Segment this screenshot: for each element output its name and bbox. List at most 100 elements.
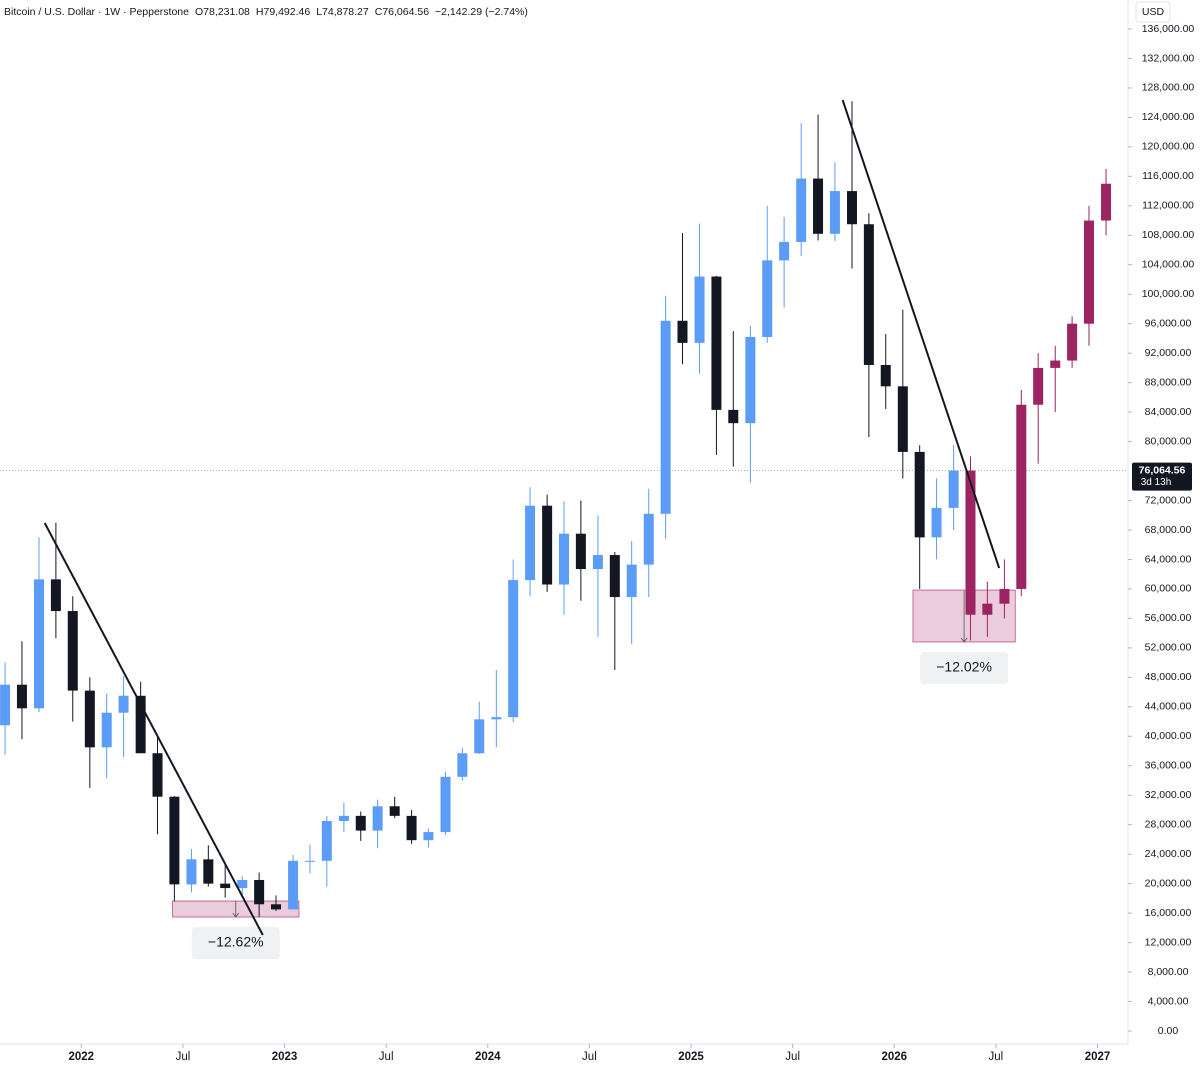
y-tick-label: 108,000.00	[1142, 229, 1195, 241]
header-open: O78,231.08	[195, 6, 250, 18]
last-price-label: 76,064.56	[1139, 464, 1186, 476]
y-tick-label: 44,000.00	[1145, 701, 1192, 713]
y-tick-label: 20,000.00	[1145, 877, 1192, 889]
candle-body	[677, 320, 688, 343]
measure-arrow-head	[960, 637, 968, 643]
candle-body	[1101, 183, 1112, 221]
x-tick-label: 2025	[678, 1051, 704, 1063]
currency-button[interactable]	[1135, 1, 1171, 23]
measure-label: −12.02%	[936, 659, 992, 675]
candle-body	[84, 690, 95, 748]
candle-body	[829, 191, 840, 234]
x-tick-label: Jul	[785, 1051, 800, 1063]
measure-label-box	[191, 927, 280, 960]
x-tick-label: 2022	[69, 1051, 95, 1063]
y-tick-label: 8,000.00	[1148, 966, 1189, 978]
candle-body	[321, 821, 332, 861]
candle-body	[897, 386, 908, 452]
candle-body	[863, 224, 874, 365]
symbol-title: Bitcoin / U.S. Dollar · 1W · Pepperstone	[4, 6, 189, 18]
candle-body	[304, 860, 315, 862]
candle-body	[626, 564, 637, 598]
candle-body	[575, 533, 586, 570]
x-tick-label: Jul	[989, 1051, 1004, 1063]
y-tick-label: 72,000.00	[1145, 494, 1192, 506]
y-tick-label: 52,000.00	[1145, 642, 1192, 654]
candle-body	[762, 260, 773, 337]
measure-label: −12.62%	[208, 934, 264, 950]
y-tick-label: 132,000.00	[1142, 52, 1195, 64]
candle-body	[660, 320, 671, 514]
candle-body	[643, 513, 654, 565]
y-tick-label: 28,000.00	[1145, 818, 1192, 830]
candle-body	[135, 695, 146, 754]
candle-body	[728, 409, 739, 424]
candle-body	[559, 533, 569, 585]
x-tick-label: 2024	[475, 1051, 501, 1063]
measure-label-box	[920, 651, 1009, 684]
header: Bitcoin / U.S. Dollar · 1W · Pepperstone…	[4, 6, 528, 18]
y-tick-label: 56,000.00	[1145, 612, 1192, 624]
x-tick-label: 2026	[881, 1051, 907, 1063]
candle-body	[406, 815, 417, 841]
candle-body	[1050, 360, 1061, 368]
y-tick-label: 88,000.00	[1145, 376, 1192, 388]
candle-body	[372, 806, 383, 831]
x-tick-label: Jul	[379, 1051, 394, 1063]
candle-body	[254, 879, 265, 905]
trendline	[43, 522, 264, 936]
candle-body	[982, 603, 993, 615]
trendline	[841, 99, 1001, 569]
candle-body	[609, 555, 620, 598]
candle-body	[525, 505, 536, 581]
y-tick-label: 120,000.00	[1142, 141, 1195, 153]
measure-arrow-head	[232, 912, 240, 918]
y-tick-label: 96,000.00	[1145, 317, 1192, 329]
y-tick-label: 64,000.00	[1145, 553, 1192, 565]
candle-body	[220, 883, 231, 889]
header-close: C76,064.56	[375, 6, 429, 18]
x-tick-label: Jul	[176, 1051, 191, 1063]
y-tick-label: 40,000.00	[1145, 730, 1192, 742]
candle-body	[694, 276, 705, 343]
candle-body	[67, 611, 78, 691]
y-tick-label: 16,000.00	[1145, 907, 1192, 919]
candle-body	[1033, 367, 1044, 405]
candle-body	[474, 719, 485, 754]
candle-body	[779, 241, 790, 261]
candle-body	[592, 555, 603, 570]
candle-body	[457, 753, 468, 777]
candle-body	[542, 505, 553, 585]
candle-body	[118, 695, 129, 713]
candle-body	[389, 806, 400, 816]
y-tick-label: 24,000.00	[1145, 848, 1192, 860]
candle-body	[999, 588, 1010, 604]
y-tick-label: 92,000.00	[1145, 347, 1192, 359]
candle-body	[338, 815, 349, 822]
candle-body	[423, 832, 434, 841]
y-tick-label: 68,000.00	[1145, 524, 1192, 536]
candle-body	[508, 580, 519, 718]
y-tick-label: 60,000.00	[1145, 583, 1192, 595]
y-tick-label: 12,000.00	[1145, 936, 1192, 948]
candle-body	[288, 860, 299, 910]
candle-body	[948, 470, 959, 508]
candle-body	[1083, 220, 1094, 324]
candle-body	[440, 776, 451, 833]
x-tick-label: 2027	[1085, 1051, 1111, 1063]
candle-body	[237, 879, 248, 889]
header-low: L74,878.27	[316, 6, 369, 18]
candle-body	[34, 579, 45, 709]
x-tick-label: 2023	[272, 1051, 298, 1063]
candle-body	[796, 178, 807, 242]
currency[interactable]: USD	[1142, 6, 1165, 18]
x-tick-label: Jul	[582, 1051, 597, 1063]
last-price-tag	[1132, 462, 1192, 491]
y-tick-label: 4,000.00	[1148, 995, 1189, 1007]
candle-body	[203, 859, 214, 884]
y-tick-label: 80,000.00	[1145, 435, 1192, 447]
candle-body	[169, 796, 180, 885]
